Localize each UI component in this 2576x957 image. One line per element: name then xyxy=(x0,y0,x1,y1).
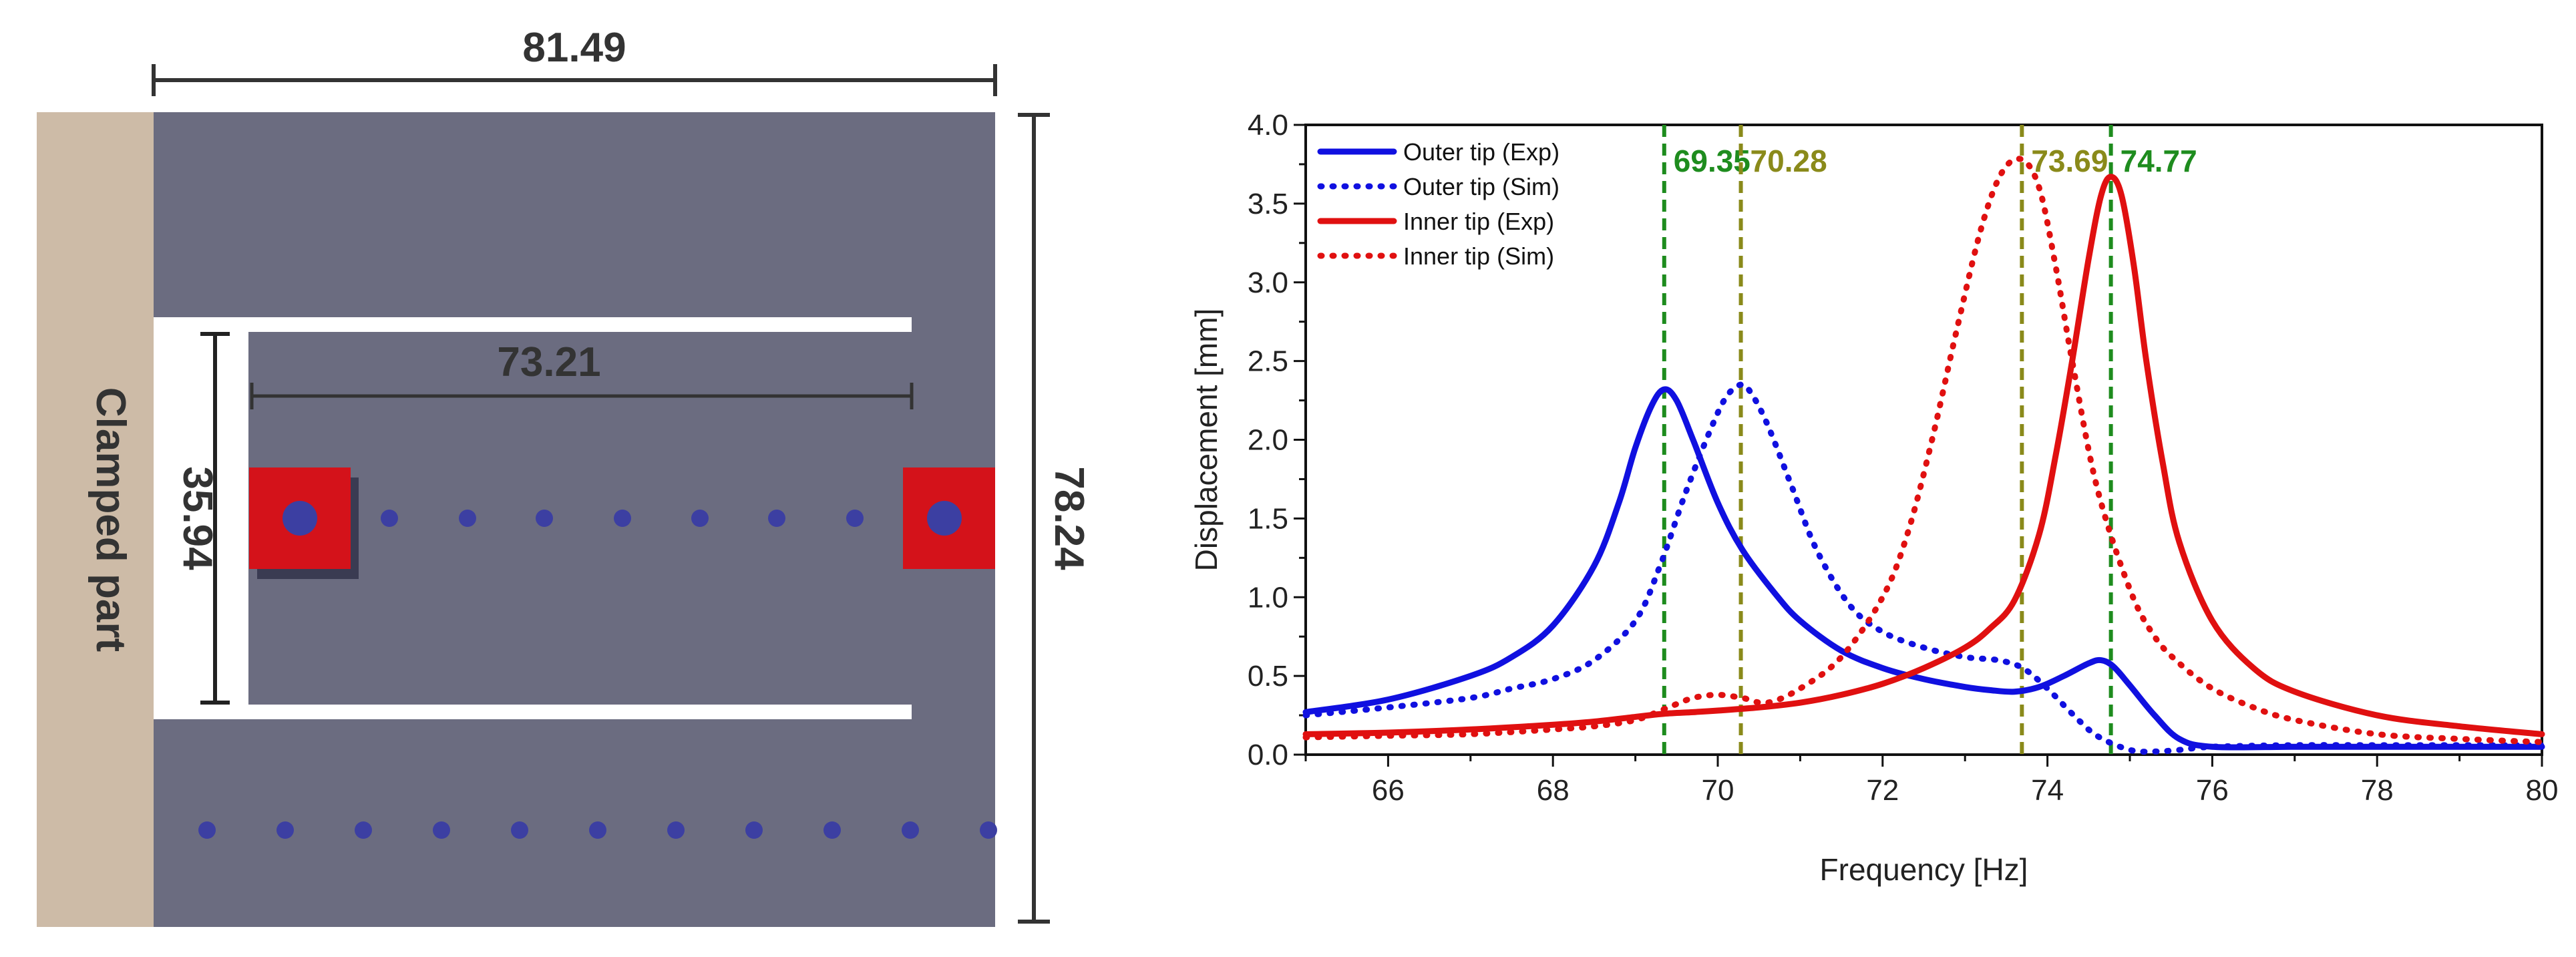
y-tick-label: 0.5 xyxy=(1248,660,1288,693)
mass-right-dot xyxy=(927,501,962,536)
measure-point xyxy=(381,510,398,527)
slot-top xyxy=(154,317,912,332)
dim-width-label: 81.49 xyxy=(522,25,626,71)
dim-inner-width: 35.94 xyxy=(174,332,230,705)
measure-point xyxy=(614,510,631,527)
series-line-2 xyxy=(1302,174,2545,737)
measure-point xyxy=(823,821,841,839)
y-tick-label: 0.0 xyxy=(1248,739,1288,771)
measure-point xyxy=(589,821,606,839)
measure-point xyxy=(511,821,528,839)
slot-left xyxy=(154,332,248,705)
y-tick-label: 2.0 xyxy=(1248,424,1288,457)
series-line-1 xyxy=(1302,381,2545,755)
measure-point xyxy=(198,821,216,839)
peak-label: 74.77 xyxy=(2121,144,2197,178)
series-line-3 xyxy=(1302,156,2545,745)
clamped-part-label: Clamped part xyxy=(87,387,134,652)
peak-lines: 69.35 70.28 73.69 74.77 xyxy=(1662,125,2197,755)
y-tick-label: 1.5 xyxy=(1248,502,1288,535)
x-tick-label: 74 xyxy=(2031,774,2064,807)
y-axis-label: Displacement [mm] xyxy=(1189,309,1224,572)
measure-point xyxy=(667,821,685,839)
displacement-chart: 66 68 70 72 74 76 78 80 0.0 0.5 1.0 1.5 2.0 2.5 3.0 3.5… xyxy=(1189,109,2558,887)
dim-width: 81.49 xyxy=(152,25,997,96)
measure-point xyxy=(433,821,450,839)
clamp-block xyxy=(37,112,154,927)
y-tick-label: 1.0 xyxy=(1248,581,1288,614)
x-tick-label: 68 xyxy=(1537,774,1570,807)
dim-inner-width-label: 35.94 xyxy=(174,466,220,570)
legend-label: Outer tip (Exp) xyxy=(1403,138,1559,166)
inner-beam-measure-points xyxy=(381,510,864,527)
measure-point xyxy=(745,821,763,839)
y-tick-label: 2.5 xyxy=(1248,345,1288,378)
measure-point xyxy=(768,510,785,527)
x-tick-label: 76 xyxy=(2196,774,2229,807)
x-tick-label: 72 xyxy=(1866,774,1899,807)
dim-height: 78.24 xyxy=(1018,113,1092,924)
peak-label: 73.69 xyxy=(2031,144,2108,178)
dim-inner-length-label: 73.21 xyxy=(497,339,600,385)
measure-point xyxy=(277,821,294,839)
measure-point xyxy=(691,510,709,527)
peak-label: 69.35 xyxy=(1674,144,1751,178)
series-lines xyxy=(1302,156,2545,755)
x-tick-label: 70 xyxy=(1702,774,1734,807)
dim-height-label: 78.24 xyxy=(1046,466,1092,570)
x-axis-label: Frequency [Hz] xyxy=(1820,852,2028,887)
y-tick-label: 4.0 xyxy=(1248,109,1288,142)
y-tick-label: 3.5 xyxy=(1248,188,1288,220)
y-tick-label: 3.0 xyxy=(1248,266,1288,299)
measure-point xyxy=(846,510,864,527)
legend-label: Outer tip (Sim) xyxy=(1403,173,1559,200)
axis-ticks: 66 68 70 72 74 76 78 80 0.0 0.5 1.0 1.5 2.0 2.5 3.0 3.5… xyxy=(1248,109,2559,807)
legend: Outer tip (Exp) Outer tip (Sim) Inner tip … xyxy=(1317,138,1559,270)
slot-bottom xyxy=(154,705,912,719)
measure-point xyxy=(355,821,372,839)
mass-left-dot xyxy=(283,501,317,536)
dim-inner-length: 73.21 xyxy=(250,339,914,409)
plate-schematic: Clamped part 81.49 78.24 xyxy=(37,25,1092,927)
x-tick-label: 66 xyxy=(1372,774,1405,807)
measure-point xyxy=(459,510,476,527)
outer-beam-measure-points xyxy=(198,821,997,839)
legend-label: Inner tip (Sim) xyxy=(1403,242,1554,270)
x-tick-label: 78 xyxy=(2361,774,2394,807)
x-tick-label: 80 xyxy=(2526,774,2559,807)
measure-point xyxy=(980,821,997,839)
series-line-0 xyxy=(1302,386,2545,751)
legend-label: Inner tip (Exp) xyxy=(1403,208,1554,235)
peak-label: 70.28 xyxy=(1751,144,1827,178)
measure-point xyxy=(902,821,919,839)
measure-point xyxy=(536,510,553,527)
